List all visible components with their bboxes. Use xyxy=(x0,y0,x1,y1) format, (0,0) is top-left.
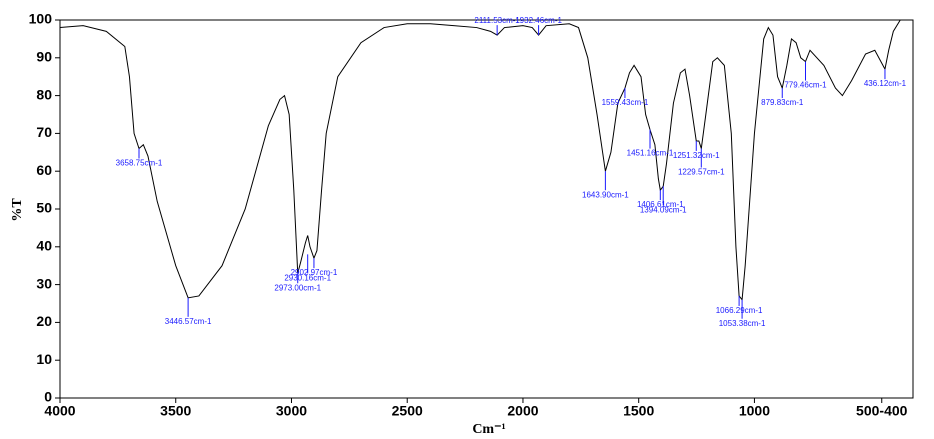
peak-label: 1229.57cm-1 xyxy=(678,168,725,177)
y-tick-label: 100 xyxy=(29,11,53,27)
peak-label: 1394.09cm-1 xyxy=(640,205,687,214)
y-tick-label: 50 xyxy=(36,200,52,216)
x-tick-label: 500-400 xyxy=(856,403,908,419)
x-tick-label: 3000 xyxy=(276,403,307,419)
x-tick-label: 2500 xyxy=(392,403,423,419)
x-tick-label: 3500 xyxy=(160,403,191,419)
peak-label: 1251.32cm-1 xyxy=(673,151,720,160)
y-tick-label: 60 xyxy=(36,162,52,178)
y-tick-label: 90 xyxy=(36,49,52,65)
peak-label: 1066.29cm-1 xyxy=(716,306,763,315)
y-tick-label: 30 xyxy=(36,275,52,291)
y-tick-label: 70 xyxy=(36,124,52,140)
y-tick-label: 0 xyxy=(44,389,52,405)
y-axis-label: %T xyxy=(10,198,25,222)
peak-label: 1932.46cm-1 xyxy=(515,16,562,25)
peak-label: 1559.43cm-1 xyxy=(602,98,649,107)
peak-label: 3446.57cm-1 xyxy=(165,317,212,326)
peak-label: 3658.75cm-1 xyxy=(116,159,163,168)
peak-label: 779.46cm-1 xyxy=(784,81,827,90)
spectrum-line xyxy=(59,19,910,302)
x-tick-label: 4000 xyxy=(44,403,75,419)
peak-label: 879.83cm-1 xyxy=(761,98,804,107)
peak-label: 2930.16cm-1 xyxy=(284,273,331,282)
peak-label: 1451.16cm-1 xyxy=(627,149,674,158)
y-tick-label: 80 xyxy=(36,86,52,102)
peak-label: 1053.38cm-1 xyxy=(719,319,766,328)
peak-label: 436.12cm-1 xyxy=(864,79,907,88)
y-tick-label: 40 xyxy=(36,238,52,254)
x-tick-label: 1500 xyxy=(623,403,654,419)
y-tick-label: 10 xyxy=(36,351,52,367)
y-tick-label: 20 xyxy=(36,313,52,329)
peak-label: 2902.97cm-1 xyxy=(291,268,338,277)
x-tick-label: 2000 xyxy=(507,403,538,419)
peak-label: 2111.53cm-1 xyxy=(474,16,520,25)
x-axis-label: Cm⁻¹ xyxy=(472,422,505,437)
peak-label: 1406.61cm-1 xyxy=(637,200,684,209)
peak-label: 1643.90cm-1 xyxy=(582,190,629,199)
x-tick-label: 1000 xyxy=(739,403,770,419)
peak-label: 2973.00cm-1 xyxy=(274,283,321,292)
